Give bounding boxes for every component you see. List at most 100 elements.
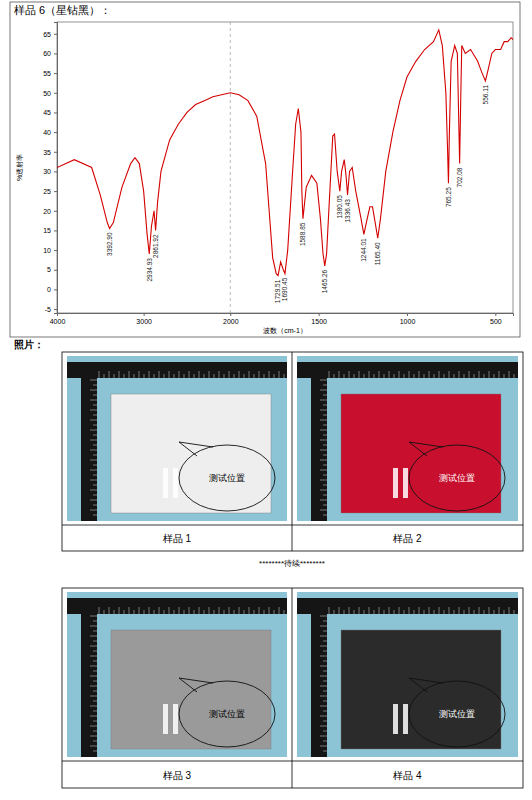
ruler-tick xyxy=(159,607,160,614)
ruler-tick xyxy=(509,371,510,378)
y-tick-mark xyxy=(54,171,57,172)
y-tick-mark xyxy=(54,132,57,133)
ruler-tick xyxy=(90,676,97,677)
ruler-tick xyxy=(354,610,355,614)
ruler-tick xyxy=(90,626,97,627)
reflection xyxy=(173,468,178,498)
ruler-tick xyxy=(90,746,97,747)
photo: 测试位置 xyxy=(67,356,287,521)
ruler-tick xyxy=(320,676,327,677)
ruler-tick xyxy=(434,374,435,378)
ruler-tick xyxy=(323,721,327,722)
y-tick-mark xyxy=(54,250,57,251)
ruler-tick xyxy=(374,610,375,614)
x-tick-mark xyxy=(144,313,145,316)
photo-table: 测试位置样品 1测试位置样品 2 xyxy=(62,352,523,551)
ruler-tick xyxy=(320,420,327,421)
y-tick-label: 20 xyxy=(43,207,51,214)
ruler-tick xyxy=(504,374,505,378)
ruler-tick xyxy=(93,621,97,622)
y-tick: 30 xyxy=(43,168,57,175)
ruler-tick xyxy=(194,610,195,614)
callout-pointer xyxy=(179,442,213,456)
ruler-tick xyxy=(259,371,260,378)
ruler-tick xyxy=(204,374,205,378)
table-rule xyxy=(292,588,293,788)
ruler-tick xyxy=(90,716,97,717)
ruler-tick xyxy=(364,374,365,378)
y-tick-mark xyxy=(54,152,57,153)
ruler-tick xyxy=(274,610,275,614)
table-border xyxy=(62,588,523,788)
ruler-tick xyxy=(323,395,327,396)
ruler-tick xyxy=(394,374,395,378)
ruler-tick xyxy=(449,607,450,614)
ruler-tick xyxy=(323,485,327,486)
ruler-tick xyxy=(90,656,97,657)
ruler xyxy=(311,362,327,521)
ruler-tick xyxy=(323,385,327,386)
ruler-tick xyxy=(320,460,327,461)
x-tick-mark xyxy=(319,313,320,316)
ruler-tick xyxy=(254,374,255,378)
ruler-tick xyxy=(323,405,327,406)
x-tick: 3000 xyxy=(136,313,152,325)
photo: 测试位置 xyxy=(297,356,518,521)
ruler-tick xyxy=(164,610,165,614)
ruler-tick xyxy=(409,371,410,378)
ruler-tick xyxy=(429,371,430,378)
ruler-tick xyxy=(184,374,185,378)
photo-background xyxy=(67,356,287,521)
callout-label: 测试位置 xyxy=(439,473,475,483)
photo-table: 测试位置样品 3测试位置样品 4 xyxy=(62,588,523,788)
callout-label: 测试位置 xyxy=(209,709,245,719)
ruler-tick xyxy=(389,607,390,614)
x-tick-label: 1000 xyxy=(400,318,416,325)
ruler-tick xyxy=(384,610,385,614)
ruler-tick xyxy=(320,736,327,737)
ruler-tick xyxy=(93,405,97,406)
ruler-tick xyxy=(419,371,420,378)
ruler-tick xyxy=(169,371,170,378)
ruler-tick xyxy=(323,751,327,752)
reflection xyxy=(173,704,178,734)
ruler-tick xyxy=(449,371,450,378)
ruler xyxy=(67,598,287,614)
ruler-tick xyxy=(384,374,385,378)
x-axis: 40003000200015001000500 xyxy=(50,313,514,325)
ruler-tick xyxy=(90,390,97,391)
ruler-tick xyxy=(90,480,97,481)
ruler-tick xyxy=(444,610,445,614)
ruler-tick xyxy=(454,610,455,614)
y-tick-label: 0 xyxy=(47,286,51,293)
ruler-tick xyxy=(259,607,260,614)
ruler-tick xyxy=(320,686,327,687)
y-tick: -5 xyxy=(45,306,57,313)
ruler-tick xyxy=(379,371,380,378)
ruler-tick xyxy=(329,371,330,378)
ruler-tick xyxy=(209,607,210,614)
ruler-tick xyxy=(349,371,350,378)
y-tick-mark xyxy=(54,270,57,271)
ruler-tick xyxy=(419,607,420,614)
ruler-tick xyxy=(99,607,100,614)
ruler-tick xyxy=(320,706,327,707)
ruler-tick xyxy=(320,380,327,381)
x-tick: 2000 xyxy=(223,313,239,325)
ruler-tick xyxy=(93,701,97,702)
peak-label: 765.25 xyxy=(445,187,452,207)
ruler-tick xyxy=(93,681,97,682)
ruler-tick xyxy=(484,610,485,614)
ruler-tick xyxy=(424,374,425,378)
ruler-tick xyxy=(494,374,495,378)
ruler-tick xyxy=(214,374,215,378)
x-tick: 1000 xyxy=(400,313,416,325)
ruler-tick xyxy=(320,500,327,501)
peak-label: 702.08 xyxy=(456,167,463,187)
x-tick-mark xyxy=(407,313,408,316)
y-tick-label: -5 xyxy=(45,306,51,313)
photo-caption: 样品 2 xyxy=(393,533,422,544)
ruler-tick xyxy=(90,666,97,667)
ruler-tick xyxy=(90,460,97,461)
ruler-tick xyxy=(199,607,200,614)
